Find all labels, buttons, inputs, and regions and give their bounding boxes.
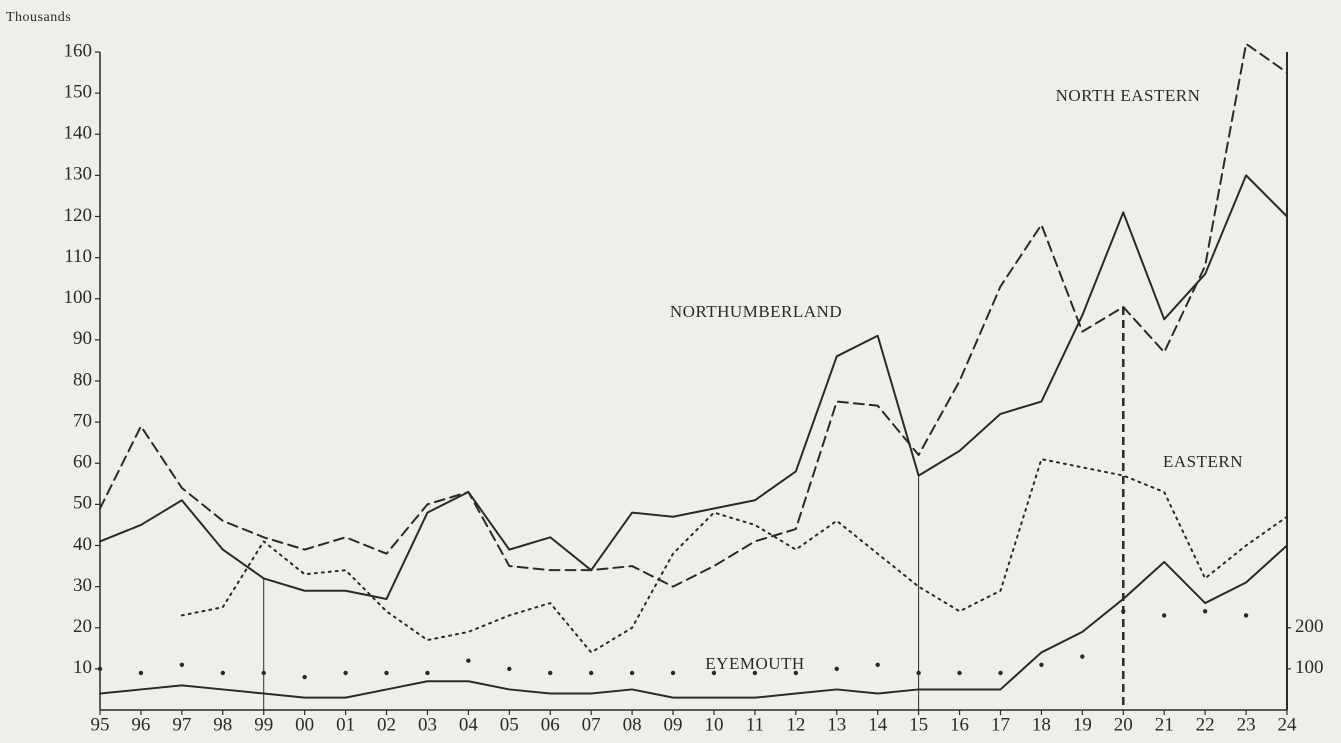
data-point — [629, 670, 635, 676]
data-point — [834, 666, 839, 672]
y-tick-label: 80 — [73, 369, 92, 390]
x-tick-label: 18 — [1032, 714, 1051, 735]
x-tick-label: 96 — [131, 714, 150, 735]
data-point — [425, 670, 430, 676]
x-tick-label: 99 — [254, 714, 273, 735]
data-point — [957, 670, 962, 676]
x-tick-label: 23 — [1237, 714, 1256, 735]
data-point — [1162, 613, 1167, 618]
x-tick-label: 04 — [459, 714, 479, 735]
data-point — [1202, 609, 1208, 614]
series-label: EYEMOUTH — [705, 654, 804, 673]
x-tick-label: 17 — [991, 714, 1010, 735]
data-point — [97, 666, 103, 672]
y-tick-label: 10 — [73, 657, 92, 678]
y-tick-label: 90 — [73, 328, 92, 349]
y-tick-label: 120 — [64, 205, 93, 226]
y-tick-label: 130 — [64, 164, 93, 185]
x-tick-label: 06 — [541, 714, 560, 735]
x-tick-label: 12 — [786, 714, 805, 735]
data-point — [752, 670, 758, 676]
data-point — [875, 662, 880, 667]
x-tick-label: 05 — [500, 714, 519, 735]
x-tick-label: 97 — [172, 714, 191, 735]
y2-tick-label: 100 — [1295, 657, 1324, 678]
data-point — [1080, 654, 1085, 659]
x-tick-label: 03 — [418, 714, 437, 735]
data-point — [670, 670, 676, 676]
data-point — [1121, 609, 1126, 614]
x-tick-label: 24 — [1278, 714, 1298, 735]
data-point — [916, 670, 921, 676]
y-tick-label: 30 — [73, 575, 92, 596]
y-tick-label: 60 — [73, 452, 92, 473]
data-point — [548, 670, 553, 676]
x-tick-label: 08 — [623, 714, 642, 735]
y-tick-label: 20 — [73, 616, 92, 637]
x-tick-label: 98 — [213, 714, 232, 735]
x-tick-label: 19 — [1073, 714, 1092, 735]
x-tick-label: 21 — [1155, 714, 1174, 735]
x-tick-label: 95 — [91, 714, 110, 735]
x-tick-label: 00 — [295, 714, 314, 735]
data-point — [466, 658, 471, 663]
y-tick-label: 150 — [64, 81, 93, 102]
x-tick-label: 13 — [827, 714, 846, 735]
y2-tick-label: 200 — [1295, 616, 1324, 637]
y-tick-label: 140 — [64, 123, 93, 144]
data-point — [138, 670, 144, 676]
x-tick-label: 20 — [1114, 714, 1133, 735]
series-label: NORTH EASTERN — [1056, 86, 1201, 105]
series-line — [180, 458, 1288, 654]
data-point — [711, 670, 717, 676]
x-tick-label: 16 — [950, 714, 969, 735]
x-tick-label: 15 — [909, 714, 928, 735]
x-tick-label: 11 — [746, 714, 764, 735]
y-tick-label: 40 — [73, 534, 92, 555]
y-tick-label: 160 — [64, 40, 93, 61]
data-point — [302, 674, 307, 680]
series-label: EASTERN — [1163, 452, 1243, 471]
x-tick-label: 10 — [704, 714, 723, 735]
x-tick-label: 22 — [1196, 714, 1215, 735]
data-point — [507, 666, 512, 672]
series-label: NORTHUMBERLAND — [670, 302, 842, 321]
y-tick-label: 100 — [64, 287, 93, 308]
data-point — [998, 670, 1003, 676]
series-line — [99, 174, 1288, 600]
y-tick-label: 110 — [64, 246, 92, 267]
data-point — [261, 670, 266, 676]
y-tick-label: 50 — [73, 493, 92, 514]
y-tick-label: 70 — [73, 410, 92, 431]
x-tick-label: 02 — [377, 714, 396, 735]
data-point — [220, 670, 225, 676]
x-tick-label: 14 — [868, 714, 888, 735]
series-line — [99, 544, 1288, 699]
data-point — [793, 670, 799, 676]
data-point — [588, 670, 594, 676]
data-point — [1243, 613, 1249, 618]
x-tick-label: 07 — [582, 714, 601, 735]
y-axis-label: Thousands — [6, 10, 71, 25]
series-line — [99, 42, 1288, 588]
data-point — [343, 670, 348, 676]
data-point — [384, 670, 389, 676]
data-point — [179, 662, 185, 667]
data-point — [1039, 662, 1044, 667]
x-tick-label: 09 — [664, 714, 683, 735]
x-tick-label: 01 — [336, 714, 355, 735]
